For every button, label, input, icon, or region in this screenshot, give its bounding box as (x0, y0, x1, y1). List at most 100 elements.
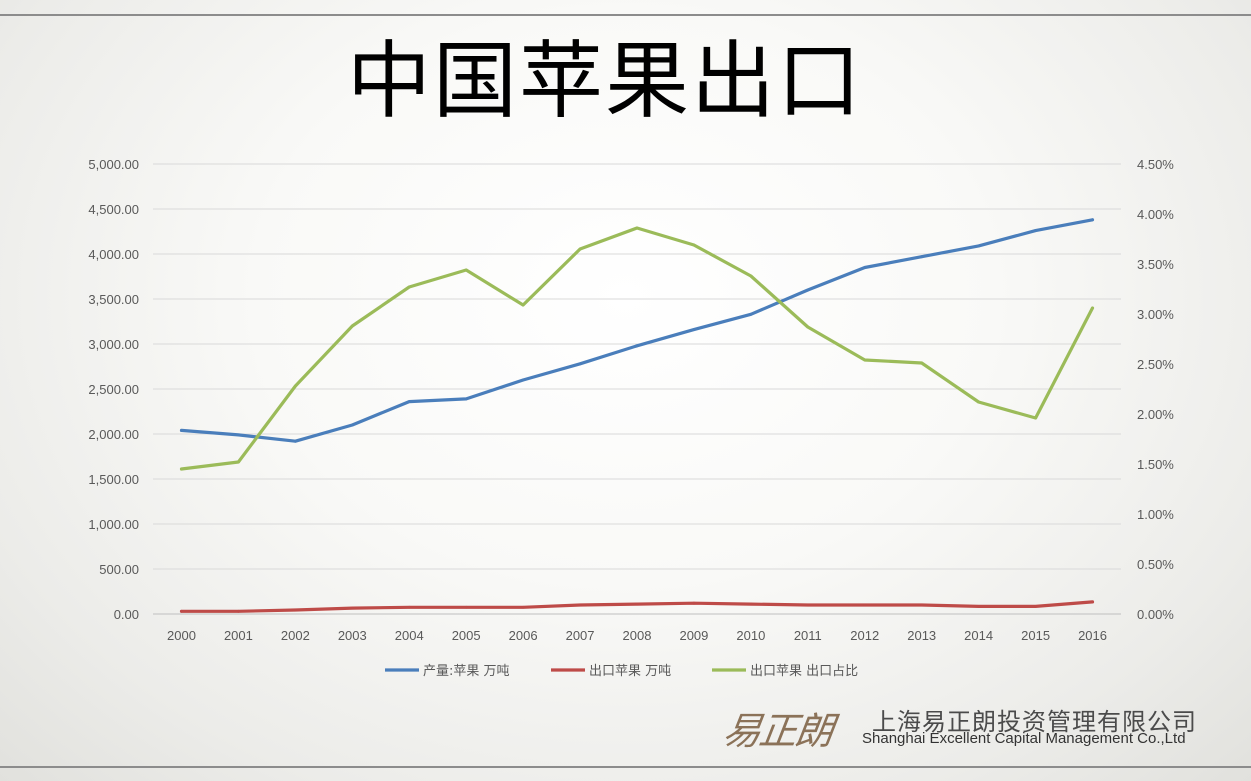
company-logo: 易正朗 上海易正朗投资管理有限公司 Shanghai Excellent Cap… (720, 700, 1239, 753)
data-point (237, 433, 240, 437)
y-right-tick-label: 4.50% (1137, 157, 1174, 172)
data-point (920, 361, 924, 365)
y-left-tick-label: 5,000.00 (88, 157, 139, 172)
data-point (464, 397, 468, 401)
data-point (863, 358, 867, 362)
y-right-tick-label: 0.00% (1137, 607, 1174, 622)
data-point (350, 423, 354, 427)
y-left-tick-label: 500.00 (99, 562, 139, 577)
bottom-border-line (0, 766, 1251, 768)
y-right-tick-label: 3.00% (1137, 307, 1174, 322)
series-line (179, 226, 1095, 471)
x-tick-label: 2010 (736, 628, 765, 643)
x-tick-label: 2011 (794, 628, 822, 643)
data-point (749, 312, 753, 316)
data-point (237, 609, 240, 613)
data-point (635, 226, 639, 230)
data-point (578, 362, 582, 366)
data-point (806, 603, 810, 607)
data-point (293, 384, 297, 388)
data-point (180, 467, 183, 471)
y-right-tick-label: 1.00% (1137, 507, 1174, 522)
y-left-tick-label: 0.00 (114, 607, 139, 622)
legend-label: 出口苹果 出口占比 (750, 664, 858, 679)
x-tick-label: 2014 (964, 628, 993, 643)
data-point (521, 378, 525, 382)
y-left-tick-label: 1,500.00 (88, 472, 139, 487)
data-point (464, 268, 468, 272)
x-tick-label: 2007 (566, 628, 595, 643)
page-title: 中国苹果出口 (346, 32, 863, 130)
data-point (578, 247, 582, 251)
x-tick-label: 2008 (623, 628, 652, 643)
y-left-tick-label: 3,500.00 (88, 292, 139, 307)
y-right-tick-label: 4.00% (1137, 207, 1174, 222)
data-point (863, 266, 867, 269)
data-point (350, 324, 354, 328)
y-left-tick-label: 4,500.00 (88, 202, 139, 217)
data-point (1091, 306, 1094, 310)
x-tick-label: 2015 (1021, 628, 1050, 643)
data-point (350, 606, 354, 610)
data-point (521, 303, 525, 307)
y-right-tick-label: 1.50% (1137, 457, 1174, 472)
data-point (635, 602, 639, 606)
data-point (180, 429, 183, 432)
data-point (749, 274, 753, 278)
y-right-tick-label: 0.50% (1137, 557, 1174, 572)
x-tick-label: 2006 (509, 628, 538, 643)
x-tick-label: 2003 (338, 628, 367, 643)
data-point (806, 288, 810, 292)
y-left-tick-label: 2,500.00 (88, 382, 139, 397)
data-point (293, 439, 297, 443)
company-name-cn: 上海易正朗投资管理有限公司 (872, 708, 1197, 736)
x-tick-label: 2013 (907, 628, 936, 643)
legend-label: 出口苹果 万吨 (589, 664, 671, 679)
x-tick-label: 2000 (167, 628, 196, 643)
data-point (464, 605, 468, 609)
data-point (1091, 218, 1094, 222)
data-point (1091, 600, 1094, 604)
company-name-en: Shanghai Excellent Capital Management Co… (862, 730, 1186, 747)
data-point (407, 285, 411, 289)
x-tick-label: 2009 (679, 628, 708, 643)
data-point (692, 601, 696, 605)
data-point (692, 243, 696, 247)
x-tick-label: 2004 (395, 628, 424, 643)
data-point (863, 603, 867, 607)
x-tick-label: 2001 (224, 628, 253, 643)
x-tick-label: 2012 (850, 628, 879, 643)
data-point (521, 605, 525, 609)
data-point (407, 400, 411, 403)
x-tick-label: 2016 (1078, 628, 1107, 643)
data-point (237, 460, 240, 464)
data-point (692, 328, 696, 331)
y-right-tick-label: 3.50% (1137, 257, 1174, 272)
data-point (977, 604, 981, 608)
y-left-tick-label: 3,000.00 (88, 337, 139, 352)
data-point (806, 325, 810, 329)
data-point (293, 608, 297, 612)
data-point (920, 255, 924, 259)
top-border-line (0, 14, 1251, 16)
series-line (179, 218, 1095, 443)
data-point (635, 344, 639, 348)
x-tick-label: 2005 (452, 628, 481, 643)
y-left-tick-label: 1,000.00 (88, 517, 139, 532)
data-point (920, 603, 924, 607)
y-right-tick-label: 2.50% (1137, 357, 1174, 372)
data-point (1034, 229, 1037, 233)
data-point (749, 602, 753, 606)
y-left-tick-label: 4,000.00 (88, 247, 139, 262)
data-point (407, 605, 411, 609)
data-point (977, 244, 981, 248)
data-point (977, 400, 981, 404)
data-point (1034, 604, 1037, 608)
x-tick-label: 2002 (281, 628, 310, 643)
data-point (1034, 416, 1037, 420)
data-point (578, 603, 582, 607)
y-right-tick-label: 2.00% (1137, 407, 1174, 422)
y-left-tick-label: 2,000.00 (88, 427, 139, 442)
legend-label: 产量:苹果 万吨 (423, 664, 510, 679)
